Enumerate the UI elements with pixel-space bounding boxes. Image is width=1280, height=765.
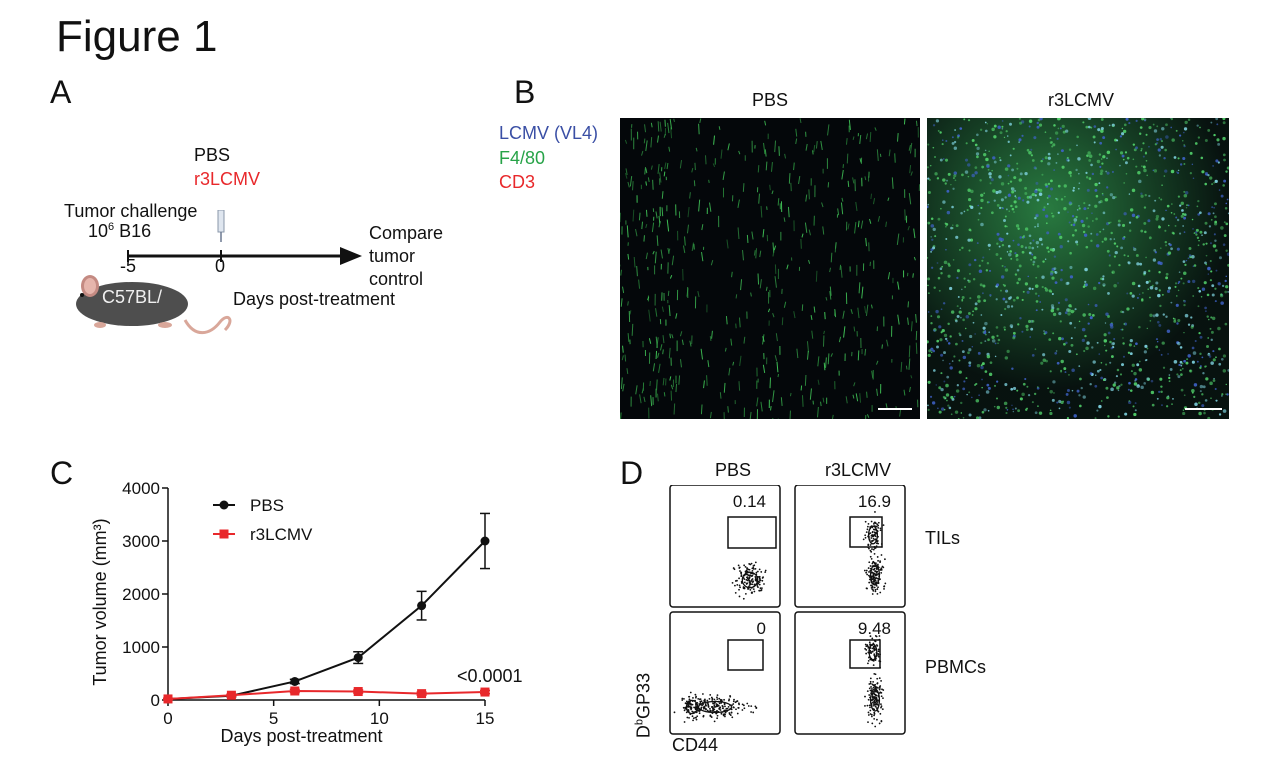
gate-percentage: 0.14	[733, 492, 766, 511]
x-tick-label: 0	[163, 709, 172, 728]
syringe-icon	[217, 210, 225, 242]
treatment-pbs: PBS	[194, 145, 231, 165]
x-tick-label: 15	[476, 709, 495, 728]
data-point	[226, 690, 236, 700]
flow-ylabel: DbGP33	[633, 672, 654, 739]
data-point	[417, 689, 427, 699]
panel-a-label: A	[50, 74, 72, 110]
flow-cytometry-grid: 0.14 16.9 0 9.48	[669, 485, 906, 735]
micrograph-pbs	[620, 118, 920, 419]
gate-box	[727, 516, 777, 549]
mouse-icon	[76, 275, 232, 335]
series-line-pbs	[167, 540, 486, 700]
gate-percentage: 9.48	[858, 619, 891, 638]
y-tick-label: 3000	[122, 532, 160, 551]
p-value: <0.0001	[457, 666, 523, 686]
timeline-axis-label: Days post-treatment	[233, 289, 396, 309]
gate-percentage: 16.9	[858, 492, 891, 511]
x-axis-label: Days post-treatment	[220, 726, 382, 746]
flow-xlabel: CD44	[672, 735, 719, 755]
x-tick-label: 5	[269, 709, 278, 728]
data-point	[353, 653, 363, 663]
timeline-arrowhead	[340, 247, 362, 265]
data-point	[163, 694, 173, 704]
micro-col-r3lcmv: r3LCMV	[1048, 90, 1115, 110]
challenge-line-1: Tumor challenge	[64, 201, 198, 221]
flow-col-pbs: PBS	[715, 460, 752, 480]
legend-f480: F4/80	[499, 148, 546, 168]
gate-box	[727, 639, 764, 671]
legend-marker	[219, 529, 229, 539]
gate-box	[849, 639, 881, 669]
data-point	[290, 686, 300, 696]
challenge-line-2: 106 B16	[88, 221, 152, 241]
timeline-tick-label-1: -5	[120, 256, 137, 276]
legend-lcmv: LCMV (VL4)	[499, 123, 599, 143]
series-line-r3lcmv	[167, 689, 486, 700]
gate-percentage: 0	[757, 619, 766, 638]
legend-marker	[219, 500, 229, 510]
tumor-volume-chart: 0 1000 2000 3000 4000 0 5 10 15 Days post-treatme…	[90, 479, 495, 746]
micrograph-r3lcmv	[927, 118, 1229, 419]
y-axis-label: Tumor volume (mm³)	[90, 518, 110, 685]
flow-row-pbmcs: PBMCs	[925, 657, 987, 677]
data-point	[480, 687, 490, 697]
panel-d-label: D	[620, 455, 644, 491]
panel-b-label: B	[514, 74, 536, 110]
treatment-r3lcmv: r3LCMV	[194, 169, 261, 189]
data-point	[353, 687, 363, 697]
data-point	[417, 601, 427, 611]
flow-col-r3lcmv: r3LCMV	[825, 460, 892, 480]
y-tick-label: 0	[151, 691, 160, 710]
y-tick-label: 2000	[122, 585, 160, 604]
flow-row-tils: TILs	[925, 528, 961, 548]
y-tick-label: 4000	[122, 479, 160, 498]
endpoint-label: Compare tumor control	[369, 223, 444, 289]
data-point	[290, 676, 300, 686]
timeline-diagram	[76, 210, 362, 335]
timeline-tick-label-2: 0	[215, 256, 226, 276]
mouse-strain-label: C57BL/	[102, 287, 163, 307]
gate-box	[849, 516, 883, 548]
legend-label: PBS	[250, 496, 284, 515]
legend-cd3: CD3	[499, 172, 536, 192]
legend-label: r3LCMV	[250, 525, 313, 544]
x-tick-label: 10	[370, 709, 389, 728]
panel-c-label: C	[50, 455, 74, 491]
data-point	[480, 536, 490, 546]
y-tick-label: 1000	[122, 638, 160, 657]
figure-title: Figure 1	[56, 12, 218, 61]
micro-col-pbs: PBS	[752, 90, 789, 110]
